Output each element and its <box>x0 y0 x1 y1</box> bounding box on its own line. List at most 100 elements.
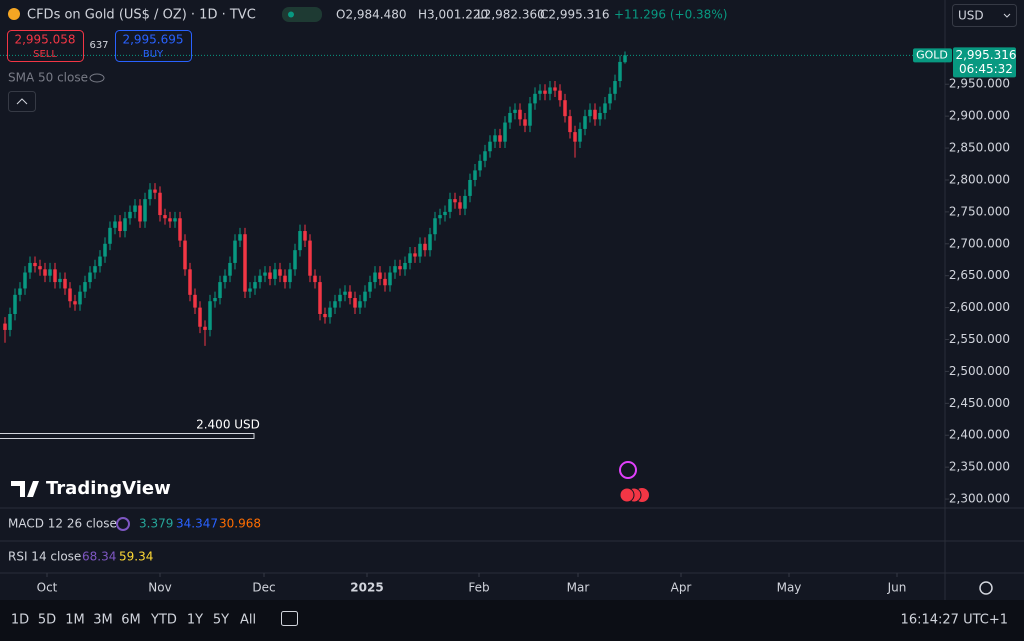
candle-body <box>593 109 597 120</box>
range-button[interactable]: 3M <box>93 613 113 628</box>
logo-text: TradingView <box>46 478 171 499</box>
candle-body <box>433 218 437 235</box>
candle-body <box>488 141 492 152</box>
candle-body <box>603 103 607 113</box>
candle-body <box>23 272 27 289</box>
y-tick-label: 2,750.000 <box>949 204 1010 218</box>
ruler-label: 2.400 USD <box>196 418 260 432</box>
candle-body <box>398 266 402 270</box>
sma-legend[interactable]: SMA 50 close <box>8 71 88 85</box>
status-pill[interactable] <box>282 7 322 22</box>
candle-body <box>193 294 197 308</box>
candle-body <box>178 218 182 241</box>
candle-body <box>58 278 62 283</box>
candle-body <box>528 103 532 126</box>
candle-body <box>118 221 122 232</box>
rsi-legend[interactable]: RSI 14 close <box>8 550 81 564</box>
candle-body <box>223 275 227 283</box>
range-button[interactable]: YTD <box>150 613 177 628</box>
candle-body <box>323 313 327 318</box>
range-button[interactable]: 1M <box>65 613 85 628</box>
candle-body <box>188 269 192 295</box>
y-tick-label: 2,800.000 <box>949 172 1010 186</box>
x-tick-label: Apr <box>671 581 692 595</box>
collapse-button[interactable] <box>8 91 36 112</box>
event-icon[interactable] <box>619 487 635 503</box>
range-button[interactable]: 1D <box>11 613 29 628</box>
candle-body <box>93 266 97 273</box>
candle-body <box>408 253 412 263</box>
candle-body <box>553 87 557 91</box>
candle-body <box>278 269 282 276</box>
candle-body <box>503 122 507 142</box>
range-button[interactable]: All <box>240 613 256 628</box>
y-tick-label: 2,850.000 <box>949 141 1010 155</box>
macd-histogram: 3.379 <box>139 517 173 531</box>
candle-body <box>258 275 262 283</box>
candle-body <box>428 234 432 251</box>
candle-body <box>208 301 212 330</box>
y-tick-label: 2,550.000 <box>949 332 1010 346</box>
buy-price: 2,995.695 <box>122 33 183 47</box>
visibility-icon[interactable] <box>89 73 105 83</box>
candle-body <box>8 313 12 330</box>
currency-dropdown[interactable] <box>952 4 1017 27</box>
dropdown-arrow <box>1003 13 1011 18</box>
x-tick-label: May <box>777 581 802 595</box>
candle-body <box>548 87 552 94</box>
range-button[interactable]: 6M <box>121 613 141 628</box>
symbol-title[interactable]: CFDs on Gold (US$ / OZ) · 1D · TVC <box>27 8 256 23</box>
candle-body <box>173 218 177 222</box>
symbol-icon <box>8 8 20 20</box>
range-button[interactable]: 5D <box>38 613 56 628</box>
ohlc-open: O2,984.480 <box>336 8 407 22</box>
candle-body <box>343 291 347 295</box>
candle-body <box>43 269 47 276</box>
candle-body <box>108 227 112 244</box>
sell-button[interactable] <box>7 30 84 62</box>
candle-body <box>508 112 512 123</box>
x-tick-label: Dec <box>252 581 275 595</box>
candle-body <box>18 288 22 295</box>
macd-legend[interactable]: MACD 12 26 close <box>8 517 117 531</box>
candle-body <box>588 109 592 117</box>
candle-body <box>53 269 57 283</box>
candle-body <box>538 90 542 94</box>
buy-button[interactable] <box>115 30 192 62</box>
candle-body <box>243 234 247 292</box>
candle-body <box>618 61 622 82</box>
candle-body <box>63 278 67 289</box>
candle-body <box>68 288 72 302</box>
settings-icon[interactable] <box>979 581 993 595</box>
range-button[interactable]: 1Y <box>187 613 203 628</box>
event-icon[interactable] <box>619 461 637 479</box>
candle-body <box>568 116 572 133</box>
sell-label: SELL <box>33 49 57 60</box>
candle-body <box>88 272 92 283</box>
candle-body <box>28 262 32 273</box>
candle-body <box>298 231 302 251</box>
y-tick-label: 2,950.000 <box>949 77 1010 91</box>
y-tick-label: 2,650.000 <box>949 268 1010 282</box>
bottom-toolbar <box>0 600 1024 641</box>
candle-body <box>218 282 222 299</box>
candle-body <box>448 199 452 212</box>
candle-body <box>158 192 162 216</box>
candle-body <box>128 211 132 219</box>
ohlc-change: +11.296 (+0.38%) <box>614 8 727 22</box>
range-buttons: 1D 5D 1M 3M 6M YTD 1Y 5Y All <box>11 613 256 628</box>
date-range-icon[interactable] <box>281 611 298 626</box>
range-button[interactable]: 5Y <box>213 613 229 628</box>
currency-label: USD <box>958 9 984 23</box>
candle-body <box>483 151 487 161</box>
candle-body <box>613 81 617 94</box>
candle-body <box>328 307 332 318</box>
candle-body <box>473 170 477 180</box>
rsi-value: 68.34 <box>82 550 116 564</box>
candle-body <box>558 90 562 101</box>
y-tick-label: 2,700.000 <box>949 236 1010 250</box>
spread: 637 <box>89 40 108 51</box>
price-pane <box>0 51 945 346</box>
candle-body <box>353 298 357 308</box>
